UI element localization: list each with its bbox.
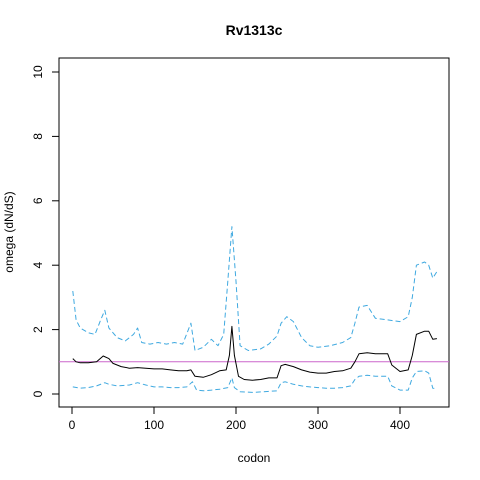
x-tick-label: 200 xyxy=(226,418,246,432)
plot-frame xyxy=(58,57,450,408)
x-tick-label: 0 xyxy=(69,418,76,432)
x-tick-label: 100 xyxy=(144,418,164,432)
x-tick-label: 300 xyxy=(308,418,328,432)
y-axis: 0 2 4 6 8 10 xyxy=(31,65,60,397)
upper-bound-line xyxy=(72,226,438,351)
chart-title: Rv1313c xyxy=(226,22,283,38)
omega-series-line xyxy=(72,325,437,381)
y-tick-label: 2 xyxy=(31,326,45,333)
y-tick-label: 0 xyxy=(31,390,45,397)
y-axis-label: omega (dN/dS) xyxy=(2,191,16,272)
y-tick-label: 4 xyxy=(31,262,45,269)
series-layer xyxy=(72,226,438,393)
y-tick-label: 10 xyxy=(31,65,45,79)
lower-bound-line xyxy=(72,370,437,393)
x-axis-label: codon xyxy=(238,451,271,465)
x-tick-label: 400 xyxy=(390,418,410,432)
y-tick-label: 8 xyxy=(31,133,45,140)
x-axis: 0 100 200 300 400 xyxy=(69,406,410,432)
y-tick-label: 6 xyxy=(31,197,45,204)
